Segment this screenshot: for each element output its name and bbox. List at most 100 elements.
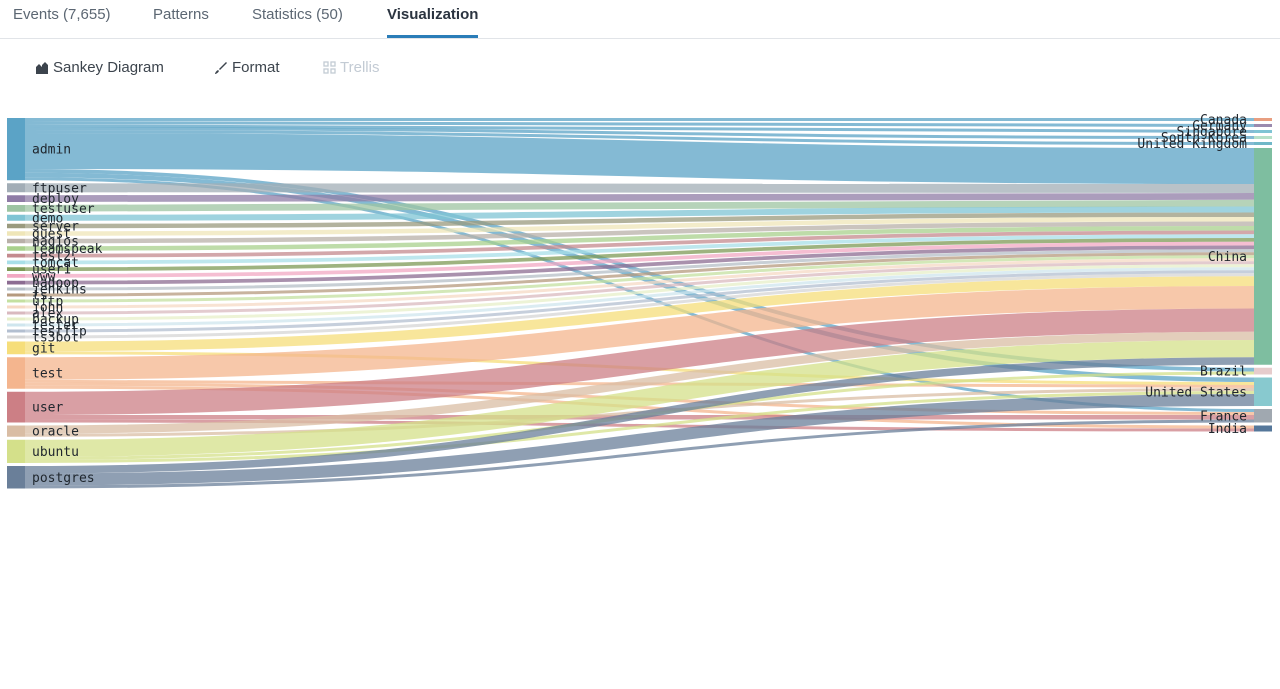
target-node-india[interactable] [1254,425,1272,432]
source-node-guest[interactable] [7,231,25,236]
link-uftp-china[interactable] [24,255,1255,303]
link-guest-china[interactable] [24,217,1255,236]
source-node-teamspeak[interactable] [7,246,25,251]
source-node-jenkins[interactable] [7,287,25,291]
source-node-user[interactable] [7,391,25,423]
target-node-south-korea[interactable] [1254,136,1272,139]
source-label-user1: user1 [32,263,71,278]
target-label-india: India [1208,422,1247,437]
source-node-testuser[interactable] [7,205,25,212]
source-node-ubuntu[interactable] [7,439,25,463]
source-node-backup[interactable] [7,317,25,321]
visualization-toolbar: Sankey Diagram Format Trellis [0,54,1280,86]
link-user1-china[interactable] [24,238,1255,271]
link-test-china[interactable] [24,286,1255,380]
target-node-brazil[interactable] [1254,367,1272,375]
link-www-china[interactable] [24,241,1255,278]
target-node-united-kingdom[interactable] [1254,142,1272,145]
link-admin-china[interactable] [24,133,1255,184]
target-node-germany[interactable] [1254,124,1272,127]
link-admin-south-korea[interactable] [24,127,1255,139]
source-node-test[interactable] [7,357,25,389]
link-hadoop-china[interactable] [24,245,1255,285]
link-ubuntu-united-states[interactable] [24,391,1255,463]
link-user-china[interactable] [24,308,1255,415]
format-button[interactable]: Format [214,59,280,76]
link-demo-china[interactable] [24,206,1255,221]
link-john-china[interactable] [24,258,1255,309]
target-label-united-kingdom: United Kingdom [1137,137,1247,152]
source-node-oracle[interactable] [7,425,25,437]
link-ts3bot-china[interactable] [24,273,1255,339]
link-postgres-china[interactable] [24,357,1255,474]
source-node-git[interactable] [7,341,25,355]
link-tomcat-china[interactable] [24,234,1255,265]
link-oracle-china[interactable] [24,331,1255,434]
link-ubuntu-china[interactable] [24,340,1255,457]
source-label-jenkins: jenkins [32,283,87,298]
link-postgres-france[interactable] [24,419,1255,489]
link-admin-germany[interactable] [24,121,1255,127]
link-postgres-united-states[interactable] [24,394,1255,486]
source-label-admin: admin [32,143,71,158]
link-backup-china[interactable] [24,264,1255,321]
source-node-www[interactable] [7,274,25,278]
link-admin-united-kingdom[interactable] [24,130,1255,145]
source-node-tomcat[interactable] [7,260,25,265]
link-alex-china[interactable] [24,261,1255,315]
target-label-china: China [1208,250,1247,265]
source-node-admin[interactable] [7,118,25,181]
source-node-alex[interactable] [7,311,25,315]
target-node-united-states[interactable] [1254,377,1272,407]
tab-statistics[interactable]: Statistics (50) [252,6,343,23]
link-tester-china[interactable] [24,267,1255,327]
link-testuser-china[interactable] [24,199,1255,212]
link-ftpuser-china[interactable] [24,183,1255,193]
target-node-france[interactable] [1254,409,1272,423]
source-label-guest: guest [32,227,71,242]
source-node-server[interactable] [7,223,25,229]
source-node-user1[interactable] [7,267,25,271]
target-node-canada[interactable] [1254,118,1272,121]
source-label-test: test [32,367,63,382]
source-node-testftp[interactable] [7,329,25,333]
source-node-ts[interactable] [7,293,25,297]
source-label-git: git [32,341,55,356]
source-node-postgres[interactable] [7,466,25,489]
source-node-john[interactable] [7,305,25,309]
source-node-hadoop[interactable] [7,280,25,285]
link-git-china[interactable] [24,276,1255,352]
target-node-china[interactable] [1254,148,1272,365]
sankey-nodes: adminftpuserdeploytestuserdemoservergues… [7,113,1272,489]
source-node-nagios[interactable] [7,238,25,244]
target-label-singapore: Singapore [1177,125,1248,140]
link-admin-singapore[interactable] [24,124,1255,133]
source-node-uftp[interactable] [7,299,25,303]
source-node-tester[interactable] [7,323,25,327]
source-label-nagios: nagios [32,235,79,250]
target-label-canada: Canada [1200,113,1247,128]
source-label-server: server [32,220,79,235]
source-node-test2[interactable] [7,253,25,258]
trellis-button: Trellis [323,59,379,76]
source-node-ts3bot[interactable] [7,335,25,339]
link-server-china[interactable] [24,212,1255,229]
link-ts-china[interactable] [24,252,1255,297]
tab-events[interactable]: Events (7,655) [13,6,111,23]
sankey-diagram-button[interactable]: Sankey Diagram [35,59,164,76]
link-nagios-china[interactable] [24,221,1255,244]
source-label-teamspeak: teamspeak [32,242,103,257]
tab-patterns[interactable]: Patterns [153,6,209,23]
source-label-www: www [32,269,56,284]
link-teamspeak-china[interactable] [24,226,1255,251]
target-node-singapore[interactable] [1254,130,1272,133]
source-node-ftpuser[interactable] [7,183,25,193]
tab-visualization[interactable]: Visualization [387,0,479,38]
link-jenkins-china[interactable] [24,249,1255,291]
link-testftp-china[interactable] [24,270,1255,333]
sankey-icon [36,61,48,74]
link-deploy-china[interactable] [24,193,1255,202]
link-test2-china[interactable] [24,230,1255,258]
source-node-deploy[interactable] [7,195,25,202]
source-node-demo[interactable] [7,214,25,221]
